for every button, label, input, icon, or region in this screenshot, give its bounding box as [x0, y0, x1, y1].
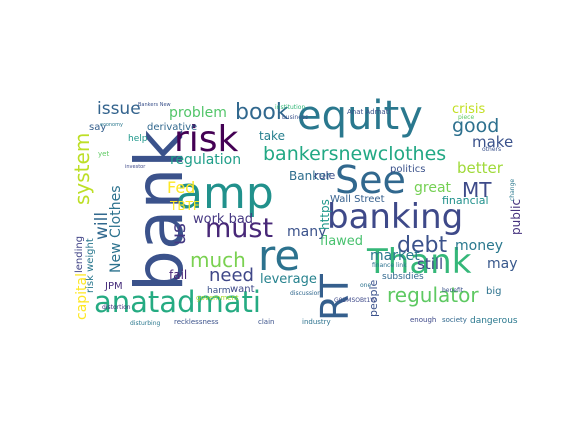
- cloud-word: JPM: [105, 281, 123, 292]
- cloud-word: fail: [169, 268, 188, 282]
- cloud-word: take: [259, 129, 285, 143]
- cloud-word: system: [72, 132, 94, 205]
- cloud-word: better: [457, 159, 503, 177]
- cloud-word: society: [442, 316, 467, 324]
- cloud-word: derivative: [147, 122, 198, 133]
- cloud-word: much: [190, 248, 246, 272]
- cloud-word: dangerous: [470, 316, 518, 326]
- cloud-word: still: [417, 255, 444, 273]
- cloud-word: recklessness: [174, 318, 219, 326]
- cloud-word: crisis: [452, 102, 486, 117]
- cloud-word: need: [209, 265, 254, 286]
- cloud-word: distortion: [102, 304, 131, 311]
- cloud-word: anatadmati: [94, 285, 261, 319]
- cloud-word: New Clothes: [108, 185, 124, 274]
- cloud-word: banking: [327, 197, 464, 237]
- cloud-word: harm: [207, 286, 231, 296]
- cloud-word: government: [196, 294, 239, 302]
- cloud-word: Thank: [367, 242, 472, 282]
- cloud-word: great: [414, 180, 452, 196]
- cloud-word: benefit: [442, 287, 464, 294]
- cloud-word: say: [89, 122, 107, 133]
- cloud-word: one: [360, 282, 372, 289]
- cloud-word: economy: [100, 122, 123, 128]
- cloud-word: leverage: [260, 272, 317, 287]
- cloud-word: Anat Admati: [347, 108, 391, 116]
- cloud-word: issue: [97, 99, 141, 119]
- cloud-word: risk weight: [85, 238, 96, 293]
- cloud-word: industry: [302, 318, 331, 326]
- cloud-word: many: [287, 224, 327, 240]
- cloud-word: work bad: [193, 212, 254, 227]
- cloud-word: yet: [98, 150, 110, 158]
- cloud-word: rule: [314, 169, 336, 182]
- cloud-word: re: [258, 231, 301, 280]
- cloud-word: piece: [458, 114, 475, 121]
- cloud-word: may: [487, 256, 518, 272]
- cloud-word: amp: [176, 168, 274, 219]
- cloud-word: equity: [297, 95, 423, 139]
- cloud-word: market: [370, 248, 420, 264]
- cloud-word: good: [452, 115, 500, 137]
- cloud-word: clain: [258, 318, 275, 326]
- cloud-word: help: [128, 134, 148, 144]
- word-cloud: bank amp equity See RT re risk banking T…: [72, 95, 522, 332]
- cloud-word: debt: [397, 233, 448, 258]
- cloud-word: G02MSOBt1W: [334, 297, 377, 304]
- cloud-word: must: [205, 213, 274, 244]
- cloud-word: institution: [275, 104, 306, 111]
- cloud-word: regulator: [387, 283, 479, 307]
- cloud-word: MT: [462, 178, 492, 202]
- cloud-word: politics: [390, 164, 426, 175]
- cloud-word: business: [282, 114, 309, 121]
- cloud-word: flawed: [320, 234, 364, 249]
- cloud-word: enough: [410, 316, 437, 324]
- cloud-word: public: [509, 198, 522, 235]
- cloud-word: change: [509, 178, 516, 201]
- cloud-word: disturbing: [130, 320, 161, 327]
- cloud-word: make: [472, 133, 514, 151]
- cloud-word: Bankers New: [138, 102, 171, 108]
- cloud-word: discussion: [290, 290, 322, 297]
- cloud-word: bankersnewclothes: [263, 143, 447, 165]
- cloud-word: Fed: [167, 178, 196, 197]
- cloud-word: financial: [442, 194, 489, 207]
- cloud-word: See: [335, 158, 406, 202]
- cloud-word: regulation: [170, 152, 242, 168]
- cloud-word: book: [235, 100, 289, 125]
- cloud-word: lending: [74, 235, 85, 273]
- cloud-word: TBTF: [170, 199, 200, 213]
- cloud-word: risk: [174, 119, 239, 160]
- cloud-word: money: [455, 238, 503, 254]
- cloud-word: Banker: [289, 169, 332, 183]
- cloud-word: others: [482, 146, 502, 153]
- cloud-word: problem: [169, 105, 227, 121]
- cloud-word: subsidies: [382, 272, 424, 282]
- cloud-word: us: [168, 223, 190, 245]
- cloud-word: want: [230, 284, 255, 295]
- cloud-word: Wall Street: [330, 194, 385, 205]
- cloud-word: investor: [125, 164, 146, 170]
- cloud-word: finance link: [372, 262, 407, 269]
- cloud-word: big: [486, 286, 502, 297]
